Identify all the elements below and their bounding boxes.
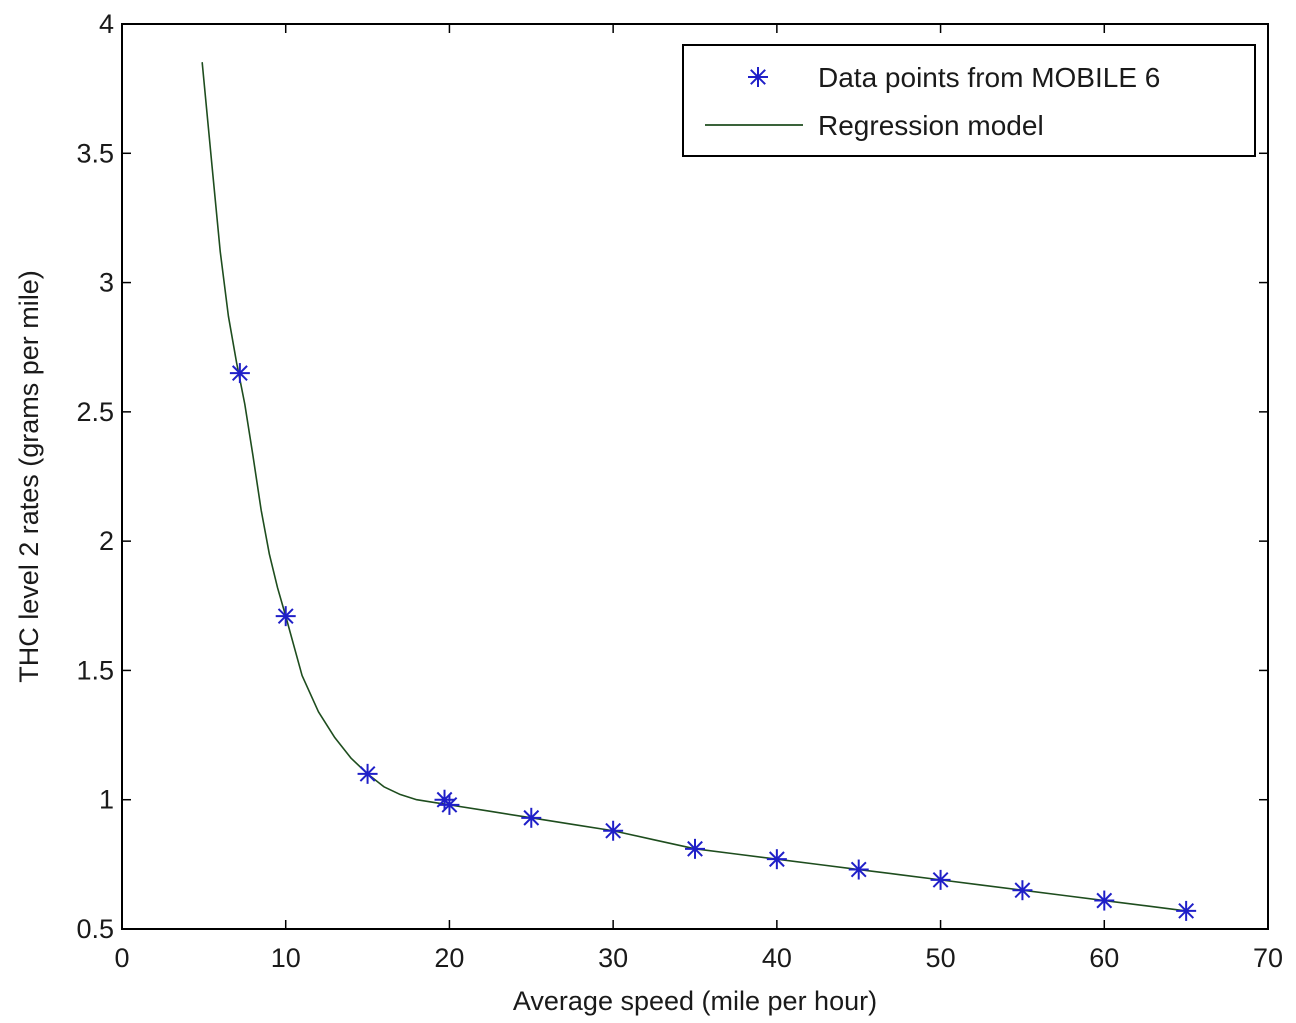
data-point [766,849,787,870]
x-tick-labels: 0 10 20 30 40 50 60 70 [114,943,1283,973]
x-tick-label: 60 [1089,943,1119,973]
data-point [229,363,250,384]
y-tick-label: 0.5 [76,914,114,944]
data-point [603,820,624,841]
y-tick-label: 1 [99,785,114,815]
y-axis-title: THC level 2 rates (grams per mile) [14,270,44,683]
x-tick-label: 20 [434,943,464,973]
y-tick-label: 1.5 [76,655,114,685]
y-tick-label: 3.5 [76,138,114,168]
tick-marks [121,23,1269,930]
axes-box [121,23,1269,930]
x-tick-label: 30 [598,943,628,973]
data-point [439,794,460,815]
legend: Data points from MOBILE 6 Regression mod… [682,44,1256,157]
y-tick-labels: 0.5 1 1.5 2 2.5 3 3.5 4 [76,9,114,944]
legend-asterisk-glyph [748,67,768,87]
x-tick-label: 40 [762,943,792,973]
legend-label-data-points: Data points from MOBILE 6 [818,62,1160,93]
data-point [275,606,296,627]
data-point [848,859,869,880]
x-tick-label: 70 [1253,943,1283,973]
data-points-series [229,363,1197,921]
y-tick-label: 2 [99,526,114,556]
plot-area: 0 10 20 30 40 50 60 70 0.5 1 1.5 2 2.5 3 3.5 4 [76,9,1283,973]
data-point [930,869,951,890]
data-point [357,763,378,784]
x-tick-label: 10 [271,943,301,973]
regression-line [201,61,1187,912]
x-axis-title: Average speed (mile per hour) [513,986,877,1016]
regression-series [201,61,1187,912]
x-tick-label: 50 [926,943,956,973]
data-point [521,807,542,828]
data-point [1012,880,1033,901]
data-point [1094,890,1115,911]
y-tick-label: 3 [99,268,114,298]
legend-asterisk-icon [748,67,768,87]
data-point [685,838,705,859]
y-tick-label: 4 [99,9,114,39]
y-tick-label: 2.5 [76,397,114,427]
data-point [1176,900,1197,921]
x-tick-label: 0 [114,943,129,973]
legend-box [682,44,1256,157]
legend-label-regression: Regression model [818,110,1044,141]
